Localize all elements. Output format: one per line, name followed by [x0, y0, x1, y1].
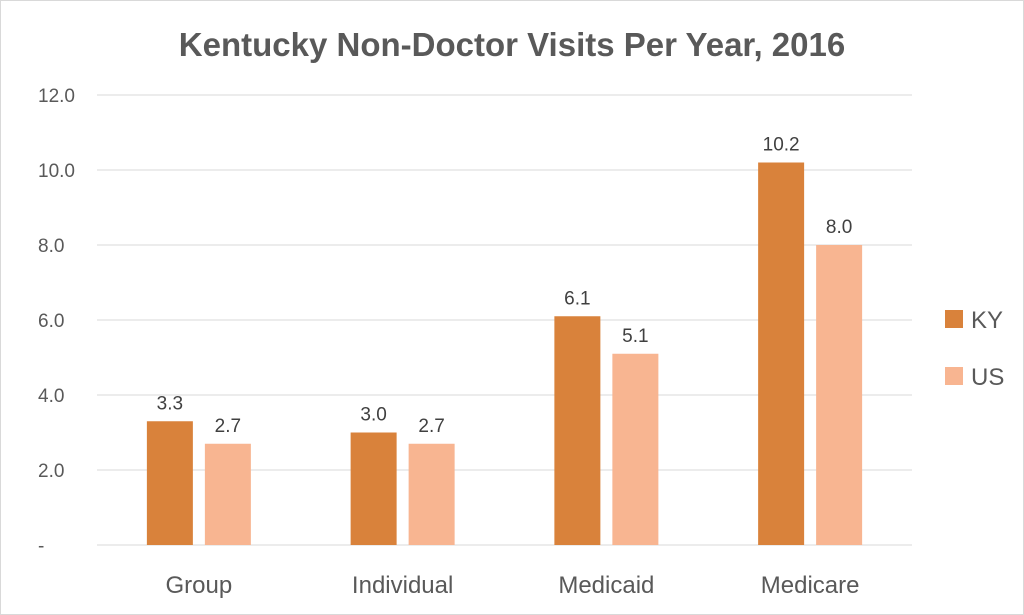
- y-tick-label: 10.0: [38, 161, 75, 182]
- data-label: 2.7: [215, 416, 241, 437]
- bar-ky: [350, 432, 397, 545]
- bar-ky: [758, 162, 805, 545]
- data-label: 6.1: [564, 288, 590, 309]
- x-tick-label: Medicaid: [558, 572, 654, 599]
- chart-title: Kentucky Non-Doctor Visits Per Year, 201…: [179, 26, 845, 63]
- legend-swatch-ky: [945, 310, 963, 328]
- data-label: 10.2: [763, 135, 800, 156]
- bar-ky: [554, 316, 601, 545]
- y-tick-label: 6.0: [38, 311, 64, 332]
- x-tick-label: Individual: [352, 572, 453, 599]
- data-label: 8.0: [826, 217, 852, 238]
- bar-us: [408, 443, 455, 545]
- x-tick-label: Group: [166, 572, 233, 599]
- data-label: 2.7: [418, 416, 444, 437]
- legend-swatch-us: [945, 367, 963, 385]
- y-tick-label: -: [38, 536, 44, 557]
- bar-us: [612, 353, 659, 545]
- data-label: 5.1: [622, 326, 648, 347]
- data-label: 3.3: [157, 393, 183, 414]
- y-tick-label: 12.0: [38, 86, 75, 107]
- x-tick-label: Medicare: [761, 572, 860, 599]
- y-tick-label: 4.0: [38, 386, 64, 407]
- bar-ky: [146, 421, 193, 545]
- y-tick-label: 8.0: [38, 236, 64, 257]
- bar-us: [816, 245, 863, 545]
- legend-label: US: [971, 364, 1004, 391]
- y-tick-label: 2.0: [38, 461, 64, 482]
- data-label: 3.0: [360, 405, 386, 426]
- bar-us: [204, 443, 251, 545]
- legend-label: KY: [971, 307, 1003, 334]
